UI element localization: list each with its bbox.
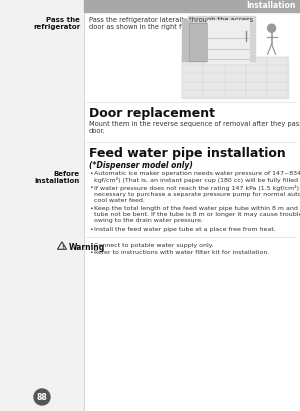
Text: Keep the total length of the feed water pipe tube within 8 m and be careful for : Keep the total length of the feed water … xyxy=(94,206,300,223)
Text: Door replacement: Door replacement xyxy=(89,107,215,120)
Text: •: • xyxy=(89,171,93,176)
Bar xyxy=(0,0,84,411)
Text: (*Dispenser model only): (*Dispenser model only) xyxy=(89,161,193,170)
Bar xyxy=(84,0,300,12)
Text: Install the feed water pipe tube at a place free from heat.: Install the feed water pipe tube at a pl… xyxy=(94,226,276,232)
Text: Before
installation: Before installation xyxy=(35,171,80,184)
Text: 88: 88 xyxy=(37,393,47,402)
Text: Pass the refrigerator laterally through the access
door as shown in the right fi: Pass the refrigerator laterally through … xyxy=(89,17,253,30)
Circle shape xyxy=(268,24,276,32)
Text: Warning: Warning xyxy=(69,243,105,252)
Text: Feed water pipe installation: Feed water pipe installation xyxy=(89,147,286,160)
Text: •: • xyxy=(89,243,93,248)
Text: Installation: Installation xyxy=(247,2,296,11)
Text: •: • xyxy=(89,206,93,211)
Polygon shape xyxy=(189,23,207,61)
Bar xyxy=(182,57,288,98)
Text: •: • xyxy=(89,226,93,232)
Text: •: • xyxy=(89,185,93,190)
Bar xyxy=(188,16,255,61)
Text: Automatic ice maker operation needs water pressure of 147~834 kPa (1.5~8.5
kgf/c: Automatic ice maker operation needs wate… xyxy=(94,171,300,183)
Bar xyxy=(182,20,190,61)
Text: !: ! xyxy=(61,245,63,250)
Text: Connect to potable water supply only.: Connect to potable water supply only. xyxy=(94,243,214,248)
Text: If water pressure does not reach the rating 147 kPa (1.5 kgf/cm²) or below, it i: If water pressure does not reach the rat… xyxy=(94,185,300,203)
Text: Mount them in the reverse sequence of removal after they pass through the access: Mount them in the reverse sequence of re… xyxy=(89,121,300,134)
Text: Pass the
refrigerator: Pass the refrigerator xyxy=(33,17,80,30)
Bar xyxy=(207,20,249,63)
Text: Refer to instructions with water filter kit for installation.: Refer to instructions with water filter … xyxy=(94,250,269,255)
Text: •: • xyxy=(89,250,93,255)
Circle shape xyxy=(34,389,50,405)
